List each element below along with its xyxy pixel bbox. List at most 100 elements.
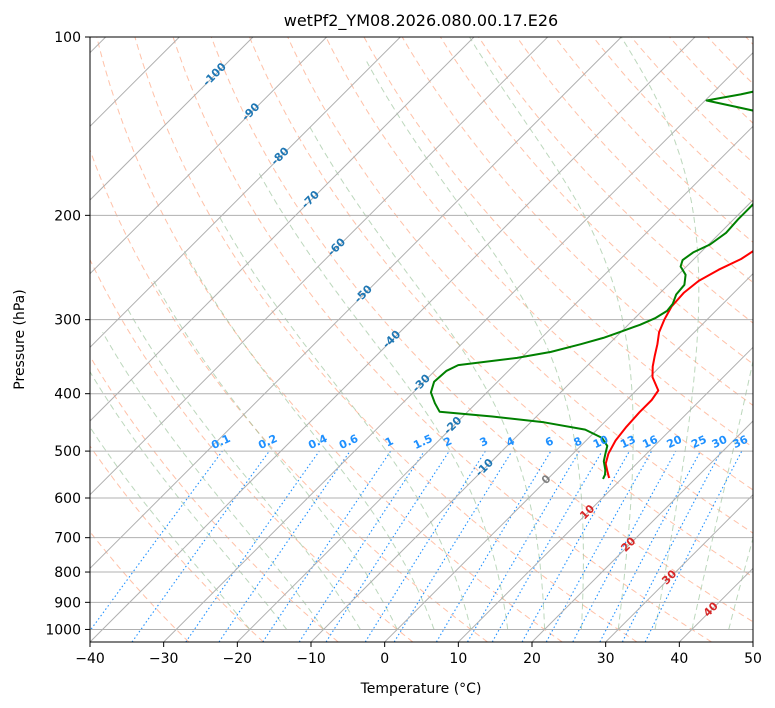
- chart-title: wetPf2_YM08.2026.080.00.17.E26: [284, 11, 558, 31]
- isotherm-line: [163, 51, 753, 642]
- mixing-ratio-label: 13: [618, 433, 637, 451]
- dry-adiabat-line: [96, 37, 563, 642]
- moist-adiabat-line: [125, 306, 361, 630]
- temperature-profile-line: [604, 250, 753, 479]
- mixing-ratio-label: 10: [591, 433, 611, 451]
- isotherm-line: [90, 37, 696, 642]
- mixing-ratio-line: [545, 450, 653, 642]
- x-tick-label: 10: [449, 651, 467, 667]
- moist-adiabat-line: [307, 123, 546, 630]
- y-tick-label: 400: [54, 387, 81, 403]
- mixing-ratio-line: [90, 450, 223, 632]
- x-tick-label: 20: [523, 651, 541, 667]
- isotherm-line: [752, 641, 753, 642]
- mixing-ratio-line: [298, 450, 425, 642]
- mixing-ratio-label: 1: [383, 434, 395, 449]
- y-tick-label: 700: [54, 531, 81, 547]
- mixing-ratio-line: [599, 450, 701, 642]
- mixing-ratio-label: 16: [640, 433, 660, 451]
- moist-adiabat-line: [90, 370, 288, 630]
- mixing-ratio-label: 0.2: [256, 432, 279, 452]
- y-tick-label: 500: [54, 444, 81, 460]
- isotherm-line: [384, 272, 753, 642]
- mixing-ratio-label: 25: [689, 433, 708, 451]
- isotherm-line: [90, 37, 328, 275]
- y-axis-label: Pressure (hPa): [12, 289, 28, 389]
- moist-adiabat-line: [366, 61, 584, 630]
- moist-adiabat-line: [469, 37, 634, 630]
- background-lines: [90, 37, 753, 642]
- isotherm-label: -70: [299, 188, 322, 211]
- y-tick-label: 300: [54, 313, 81, 329]
- mixing-ratio-label: 8: [572, 434, 584, 449]
- dry-adiabat-line: [325, 37, 753, 491]
- moist-adiabat-line: [258, 173, 509, 630]
- grid-lines: [90, 37, 753, 642]
- moist-adiabat-line: [183, 251, 435, 630]
- mixing-ratio-line: [325, 450, 450, 642]
- dry-adiabat-line: [439, 37, 753, 365]
- dry-adiabat-line: [554, 37, 753, 243]
- plot-frame: [89, 36, 754, 643]
- axis-ticks: −40 −30 −20 −10 0 10 20 30 40 5010020030040050060…: [45, 30, 762, 667]
- dry-adiabat-line: [134, 37, 638, 642]
- moist-adiabat-line: [728, 536, 753, 630]
- dry-adiabat-line: [90, 531, 190, 642]
- dry-adiabat-line: [287, 37, 753, 534]
- y-tick-label: 600: [54, 491, 81, 507]
- mixing-ratio-line: [644, 450, 743, 642]
- isotherm-label: -60: [325, 235, 348, 258]
- isotherm-line: [90, 37, 549, 496]
- isotherm-label: -80: [269, 144, 292, 167]
- moist-adiabat-line: [90, 426, 251, 630]
- isotherm-line: [90, 37, 254, 201]
- x-tick-label: −10: [296, 651, 326, 667]
- isotherm-line: [236, 125, 753, 642]
- dry-adiabat-line: [90, 258, 414, 642]
- dry-adiabat-line: [745, 37, 753, 46]
- x-axis-label: Temperature (°C): [360, 681, 482, 697]
- dry-adiabat-line: [90, 355, 339, 642]
- isotherm-line: [310, 199, 753, 642]
- isotherm-label: -20: [441, 414, 464, 437]
- mixing-ratio-label: 1.5: [411, 432, 434, 452]
- y-tick-label: 200: [54, 208, 81, 224]
- x-tick-label: −40: [75, 651, 105, 667]
- dry-adiabat-line: [516, 37, 753, 284]
- mixing-ratio-line: [572, 450, 677, 642]
- dry-adiabat-line: [210, 37, 753, 623]
- dry-adiabat-line: [249, 37, 753, 578]
- isotherm-line: [678, 567, 753, 642]
- isotherm-line: [531, 420, 753, 642]
- mixing-ratio-line: [131, 450, 270, 642]
- y-tick-label: 800: [54, 565, 81, 581]
- y-tick-label: 100: [54, 30, 81, 46]
- mixing-ratio-line: [364, 450, 486, 642]
- isotherm-label: -30: [410, 371, 433, 394]
- dry-adiabat-line: [707, 37, 753, 85]
- x-tick-label: −30: [149, 651, 179, 667]
- isotherm-label: -100: [200, 60, 229, 89]
- isotherm-label: 30: [659, 567, 679, 587]
- mixing-ratio-line: [521, 450, 630, 642]
- isotherm-line: [90, 37, 622, 570]
- isotherm-label: -40: [380, 328, 403, 351]
- isotherm-label: -90: [239, 100, 262, 123]
- mixing-ratio-line: [262, 450, 392, 642]
- mixing-ratio-label: 6: [543, 434, 556, 449]
- mixing-ratio-label: 0.4: [306, 432, 329, 452]
- dry-adiabat-line: [172, 37, 712, 642]
- moist-adiabat-line: [691, 358, 753, 630]
- moist-adiabat-line: [151, 277, 398, 630]
- mixing-ratio-line: [185, 450, 320, 642]
- mixing-ratio-label: 20: [665, 433, 685, 451]
- dewpoint-profile-line: [429, 90, 753, 480]
- x-tick-label: 0: [380, 651, 389, 667]
- mixing-ratio-label: 30: [710, 433, 730, 451]
- isotherm-line: [457, 346, 753, 642]
- x-tick-label: 40: [670, 651, 688, 667]
- dry-adiabat-line: [90, 148, 488, 642]
- mixing-ratio-line: [393, 450, 513, 642]
- x-tick-label: 50: [744, 651, 762, 667]
